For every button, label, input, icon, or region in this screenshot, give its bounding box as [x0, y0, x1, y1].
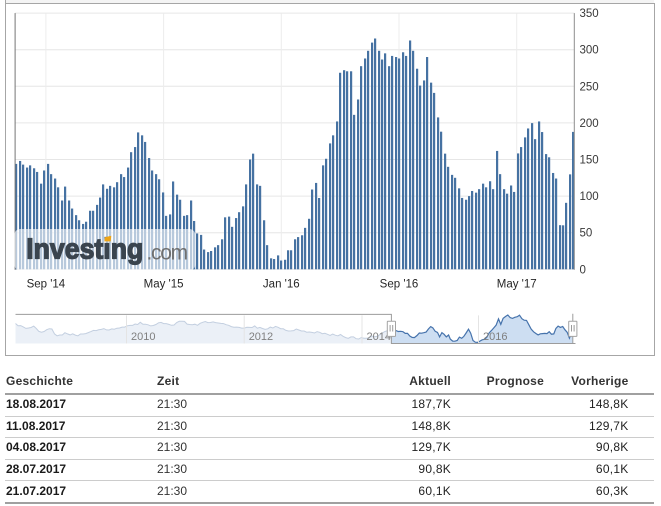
svg-text:2012: 2012	[249, 331, 273, 343]
svg-text:Jan '16: Jan '16	[263, 279, 300, 291]
svg-text:300: 300	[580, 45, 599, 57]
svg-text:May '15: May '15	[144, 279, 184, 291]
svg-text:Sep '16: Sep '16	[380, 279, 419, 291]
svg-text:May '17: May '17	[497, 279, 537, 291]
svg-text:50: 50	[580, 228, 593, 240]
svg-text:2016: 2016	[483, 331, 507, 343]
svg-text:Sep '14: Sep '14	[27, 279, 66, 291]
svg-text:0: 0	[580, 264, 586, 276]
svg-text:350: 350	[580, 8, 599, 20]
svg-text:100: 100	[580, 191, 599, 203]
svg-text:2014: 2014	[367, 331, 391, 343]
svg-text:2010: 2010	[131, 331, 155, 343]
svg-text:150: 150	[580, 155, 599, 167]
svg-text:200: 200	[580, 118, 599, 130]
svg-text:Investing: Investing	[26, 233, 143, 265]
svg-text:250: 250	[580, 81, 599, 93]
svg-text:.com: .com	[147, 241, 188, 264]
